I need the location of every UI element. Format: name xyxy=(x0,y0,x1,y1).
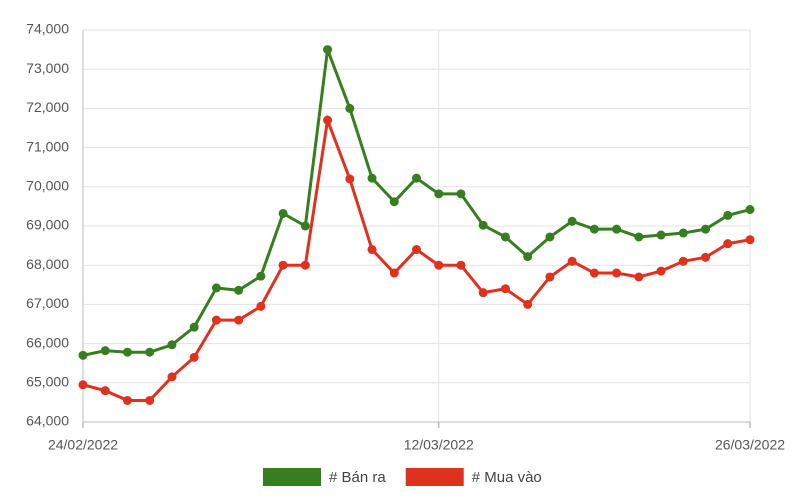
y-tick-label: 68,000 xyxy=(26,256,69,272)
y-tick-label: 73,000 xyxy=(26,60,69,76)
point xyxy=(456,189,466,199)
y-tick-label: 71,000 xyxy=(26,138,69,154)
point xyxy=(412,173,421,183)
point xyxy=(500,284,510,294)
point xyxy=(256,301,266,311)
y-tick-label: 67,000 xyxy=(26,295,69,311)
legend-label: # Bán ra xyxy=(329,469,386,486)
point xyxy=(278,260,288,270)
y-tick-label: 65,000 xyxy=(26,374,69,390)
point xyxy=(145,347,155,357)
point xyxy=(323,115,333,125)
point xyxy=(589,268,599,278)
y-tick-label: 69,000 xyxy=(26,217,69,233)
series-line xyxy=(82,49,751,357)
point xyxy=(145,395,155,405)
y-tick-label: 74,000 xyxy=(26,21,69,37)
point xyxy=(367,173,377,183)
point xyxy=(100,386,110,396)
y-tick-label: 64,000 xyxy=(26,413,69,429)
point xyxy=(723,210,733,220)
y-tick-label: 66,000 xyxy=(26,334,69,350)
point xyxy=(300,221,310,231)
series-line xyxy=(82,114,751,402)
point xyxy=(612,268,622,278)
point xyxy=(545,272,555,282)
point xyxy=(234,285,244,295)
point xyxy=(78,350,88,360)
x-tick-label: 12/03/2022 xyxy=(404,437,474,453)
point xyxy=(545,232,555,242)
point xyxy=(589,224,599,234)
point xyxy=(412,245,421,255)
point xyxy=(701,252,711,262)
point xyxy=(78,380,88,390)
point xyxy=(278,208,288,218)
legend-swatch xyxy=(405,468,464,486)
point xyxy=(122,347,132,357)
point xyxy=(478,220,488,230)
point xyxy=(189,322,199,332)
point xyxy=(300,260,310,270)
point xyxy=(634,272,644,282)
point xyxy=(189,352,199,362)
point xyxy=(523,299,533,309)
point xyxy=(678,228,688,238)
point xyxy=(745,235,755,245)
point xyxy=(678,256,688,266)
y-tick-label: 70,000 xyxy=(26,178,69,194)
point xyxy=(434,260,444,270)
point xyxy=(656,230,666,240)
point xyxy=(456,260,466,270)
point xyxy=(256,271,266,281)
point xyxy=(434,189,444,199)
point xyxy=(656,266,666,276)
x-tick-label: 26/03/2022 xyxy=(715,437,785,453)
y-tick-label: 72,000 xyxy=(26,99,69,115)
point xyxy=(701,224,711,234)
x-tick-label: 24/02/2022 xyxy=(48,437,118,453)
point xyxy=(634,232,644,242)
point xyxy=(478,288,488,298)
point xyxy=(500,232,510,242)
point xyxy=(323,45,333,55)
point xyxy=(723,239,733,249)
point xyxy=(345,174,355,184)
point xyxy=(345,103,355,113)
point xyxy=(389,268,399,278)
point xyxy=(211,283,221,293)
legend-swatch xyxy=(263,468,321,486)
point xyxy=(211,315,221,325)
point xyxy=(167,372,177,382)
point xyxy=(167,340,177,350)
point xyxy=(367,245,377,255)
point xyxy=(122,395,132,405)
legend-label: # Mua vào xyxy=(472,469,542,486)
point xyxy=(234,315,244,325)
point xyxy=(523,252,533,262)
point xyxy=(745,205,755,215)
point xyxy=(100,346,110,356)
point xyxy=(567,256,577,266)
point xyxy=(567,216,577,226)
point xyxy=(612,224,622,234)
point xyxy=(389,197,399,207)
